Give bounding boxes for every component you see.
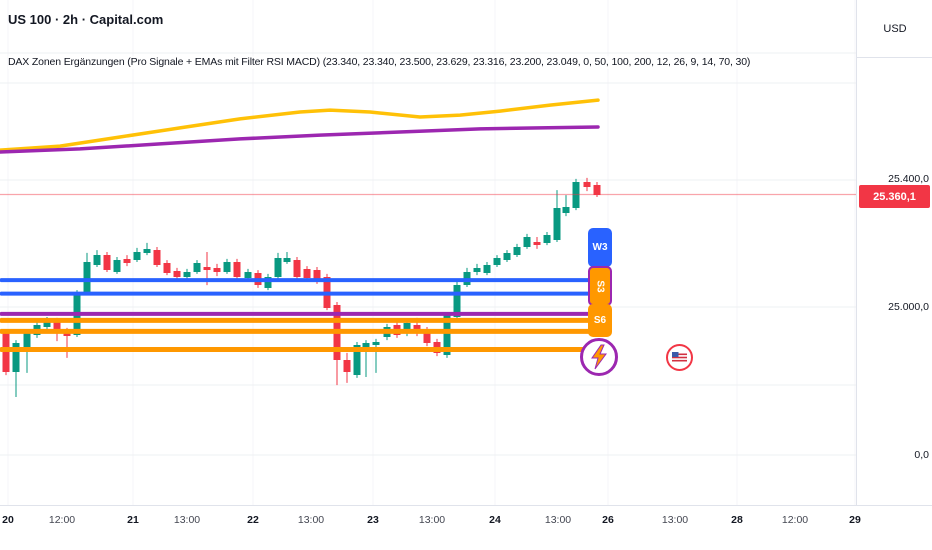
time-axis-time-label: 13:00 xyxy=(173,514,201,526)
time-axis-day-label: 23 xyxy=(367,514,379,526)
time-axis-time-label: 12:00 xyxy=(781,514,809,526)
zone-badge-s3: S3 xyxy=(588,266,612,306)
time-axis-day-label: 21 xyxy=(127,514,139,526)
price-axis-label: 25.400,0 xyxy=(888,173,929,185)
signal-circle xyxy=(580,338,618,376)
currency-label: USD xyxy=(883,22,907,35)
time-axis-day-label: 29 xyxy=(849,514,861,526)
zone-badge-s6-label: S6 xyxy=(593,315,607,326)
time-axis-day-label: 22 xyxy=(247,514,259,526)
time-axis-time-label: 12:00 xyxy=(48,514,76,526)
time-axis-time-label: 13:00 xyxy=(418,514,446,526)
price-axis-label: 25.000,0 xyxy=(888,301,929,313)
zone-badge-s6: S6 xyxy=(588,304,612,337)
indicator-legend[interactable]: DAX Zonen Ergänzungen (Pro Signale + EMA… xyxy=(8,56,755,69)
symbol-title[interactable]: US 100 · 2h · Capital.com xyxy=(8,12,164,27)
price-axis-label: 0,0 xyxy=(914,449,929,461)
chart-legend: US 100 · 2h · Capital.com DAX Zonen Ergä… xyxy=(8,12,755,69)
zone-badge-w3-label: W3 xyxy=(592,242,608,253)
zone-badge-s3-label: S3 xyxy=(594,279,606,293)
us-flag-icon xyxy=(672,352,687,363)
time-axis-time-label: 13:00 xyxy=(297,514,325,526)
time-axis-day-label: 26 xyxy=(602,514,614,526)
current-price-tag: 25.360,1 xyxy=(859,185,930,208)
time-axis-day-label: 20 xyxy=(2,514,14,526)
time-axis-day-label: 24 xyxy=(489,514,501,526)
time-axis[interactable]: 20 12:00 21 13:00 22 13:00 23 13:00 24 13:00 26 13:… xyxy=(0,505,932,550)
price-axis[interactable]: USD 25.400,0 25.000,0 0,0 25.360,1 xyxy=(856,0,932,505)
time-axis-day-label: 28 xyxy=(731,514,743,526)
zone-badge-w3: W3 xyxy=(588,228,612,267)
time-axis-time-label: 13:00 xyxy=(544,514,572,526)
time-axis-time-label: 13:00 xyxy=(661,514,689,526)
economic-event-marker[interactable] xyxy=(666,344,693,371)
lightning-bolt-icon xyxy=(591,344,607,370)
currency-cell[interactable]: USD xyxy=(857,0,932,58)
